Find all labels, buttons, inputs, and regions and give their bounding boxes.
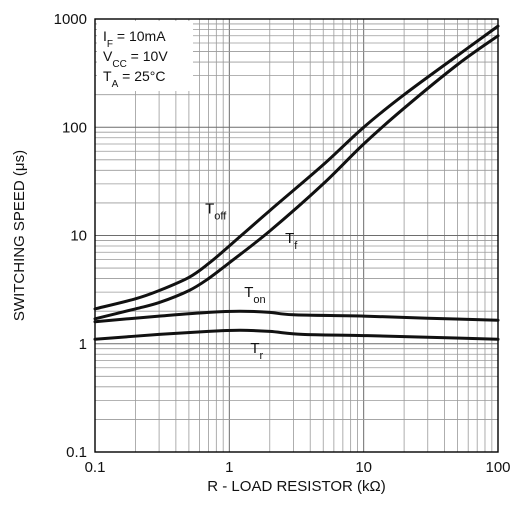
y-tick-label: 10 [70, 228, 87, 245]
condition-line: TA = 25°C [103, 68, 165, 90]
x-tick-label: 1 [225, 459, 233, 476]
x-tick-label: 10 [355, 459, 372, 476]
series-label-text: Tr [250, 340, 263, 362]
plot-frame [94, 18, 499, 453]
series-label-tf: Tf [285, 230, 298, 252]
x-axis-label: R - LOAD RESISTOR (kΩ) [207, 478, 385, 495]
series-line-ton [93, 309, 500, 324]
curve-labels: Toff Tf Ton Tr [205, 200, 298, 362]
series-label-text: Toff [205, 200, 227, 222]
conditions-legend-background [97, 21, 193, 91]
y-axis-label: SWITCHING SPEED (μs) [11, 150, 28, 321]
series-label-toff: Toff [205, 200, 227, 222]
y-tick-label: 100 [62, 119, 87, 136]
series-label-text: Tf [285, 230, 298, 252]
series-label-text: Ton [244, 284, 265, 306]
y-tick-label: 1000 [54, 11, 87, 28]
tick-labels: 0.1 1 10 100 0.1 1 10 100 1000 [54, 11, 511, 476]
series-line-toff [93, 24, 500, 311]
series-line-tr [93, 328, 500, 341]
condition-line: IF = 10mA [103, 28, 166, 50]
condition-line: VCC = 10V [103, 48, 168, 70]
x-tick-label: 0.1 [85, 459, 106, 476]
series-line-tf [93, 34, 500, 321]
series-label-ton: Ton [244, 284, 265, 306]
y-tick-label: 0.1 [66, 444, 87, 461]
x-tick-label: 100 [485, 459, 510, 476]
curves [93, 24, 500, 341]
series-label-tr: Tr [250, 340, 263, 362]
y-tick-label: 1 [79, 336, 87, 353]
